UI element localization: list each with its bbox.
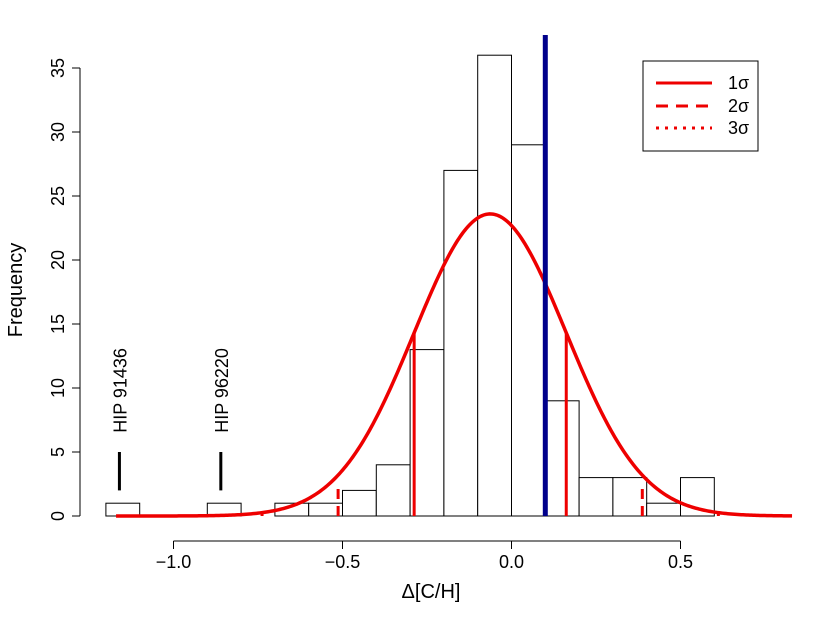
y-tick-label: 30 (48, 122, 68, 142)
legend-entry-1: 1σ (656, 73, 749, 93)
x-tick-label: 0.5 (668, 552, 693, 572)
y-tick-label: 0 (48, 511, 68, 521)
sigma-lines (260, 332, 720, 516)
histogram-bar (105, 502, 141, 517)
legend-entry-2: 2σ (656, 96, 749, 116)
annotation-label: HIP 91436 (110, 348, 130, 433)
annotation-label: HIP 96220 (212, 348, 232, 433)
histogram-bar (375, 464, 411, 517)
histogram-bar (578, 477, 614, 517)
legend-entry-3: 3σ (656, 118, 749, 138)
y-tick-label: 25 (48, 186, 68, 206)
histogram-bar (342, 489, 377, 517)
histogram-bar (646, 502, 682, 517)
legend-label: 1σ (728, 73, 749, 93)
legend-label: 2σ (728, 96, 749, 116)
legend: 1σ 2σ 3σ (642, 60, 759, 152)
gaussian-curve-layer (116, 212, 793, 518)
y-tick-label: 5 (48, 447, 68, 457)
histogram-bar (544, 400, 580, 517)
histogram-bar (511, 144, 546, 517)
y-axis-label: Frequency (5, 243, 27, 338)
annotations: HIP 91436 HIP 96220 (110, 348, 232, 491)
histogram-bar (443, 169, 479, 517)
y-tick-label: 15 (48, 314, 68, 334)
y-tick-label: 10 (48, 378, 68, 398)
x-tick-label: 0.0 (499, 552, 524, 572)
legend-label: 3σ (728, 118, 749, 138)
x-tick-label: −1.0 (156, 552, 192, 572)
histogram-bar (477, 54, 513, 517)
x-axis-label: Δ[C/H] (402, 581, 461, 603)
y-tick-label: 35 (48, 58, 68, 78)
axes: −1.0 −0.5 0.0 0.5 0 5 10 15 20 25 30 35 (48, 58, 693, 572)
y-tick-label: 20 (48, 250, 68, 270)
gaussian-fit-curve (116, 212, 793, 518)
histogram-bars (105, 54, 715, 517)
x-tick-label: −0.5 (325, 552, 361, 572)
